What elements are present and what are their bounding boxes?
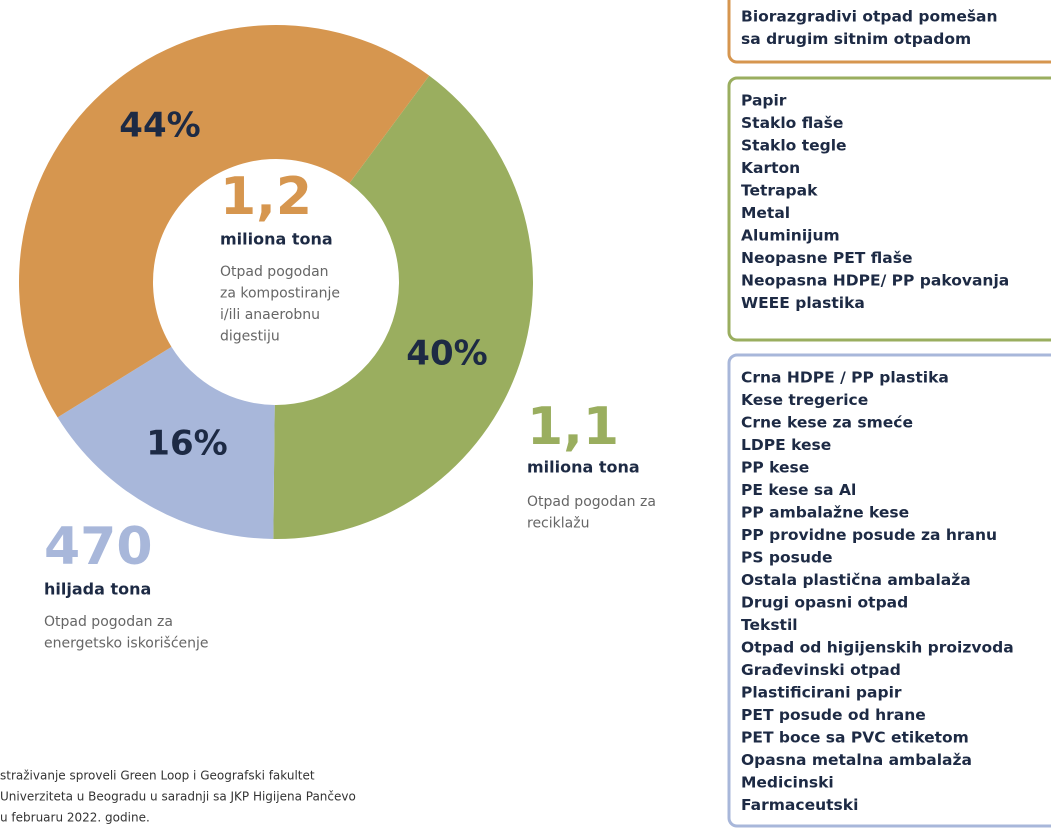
description: i/ili anaerobnu [220, 307, 320, 323]
amount: 1,1 [527, 397, 619, 457]
legend-item: WEEE plastika [741, 294, 865, 312]
legend-item: Tetrapak [741, 182, 818, 200]
description: za kompostiranje [220, 286, 340, 302]
legend-item: PP ambalažne kese [741, 504, 909, 522]
legend-item: PS posude [741, 549, 833, 567]
legend-item: PP kese [741, 459, 809, 477]
description: Otpad pogodan za [527, 494, 656, 510]
legend-item: Građevinski otpad [741, 661, 901, 679]
footnote: Univerziteta u Beogradu u saradnji sa JK… [0, 790, 356, 804]
legend-item: Biorazgradivi otpad pomešan [741, 8, 998, 26]
unit: miliona tona [220, 230, 333, 249]
amount: 1,2 [220, 167, 312, 227]
description: Otpad pogodan [220, 264, 329, 280]
description: Otpad pogodan za [44, 614, 173, 630]
legend-item: Kese tregerice [741, 391, 868, 409]
legend-item: PP providne posude za hranu [741, 526, 997, 544]
legend-item: PET posude od hrane [741, 706, 926, 724]
footnote: u februaru 2022. godine. [0, 811, 150, 825]
donut-segment [57, 346, 275, 539]
value-label: 16% [146, 424, 227, 464]
legend-item: Karton [741, 159, 800, 177]
legend-item: PET boce sa PVC etiketom [741, 729, 969, 747]
legend-item: Staklo flaše [741, 114, 843, 132]
legend-item: Drugi opasni otpad [741, 594, 908, 612]
legend-item: Plastificirani papir [741, 684, 902, 702]
legend-item: Crne kese za smeće [741, 414, 913, 432]
amount: 470 [44, 517, 153, 577]
legend-item: Medicinski [741, 774, 834, 792]
legend-item: Neopasne PET flaše [741, 249, 912, 267]
legend-item: PE kese sa Al [741, 481, 856, 499]
unit: miliona tona [527, 458, 640, 477]
value-label: 44% [119, 106, 200, 146]
footnote: straživanje sproveli Green Loop i Geogra… [0, 769, 315, 783]
legend-item: Tekstil [741, 616, 798, 634]
description: digestiju [220, 329, 280, 345]
legend-item: LDPE kese [741, 436, 831, 454]
legend-item: sa drugim sitnim otpadom [741, 30, 971, 48]
legend-box [727, 0, 1051, 64]
donut-segment [19, 25, 430, 418]
description: energetsko iskorišćenje [44, 636, 209, 652]
legend-item: Aluminijum [741, 227, 840, 245]
legend-item: Papir [741, 92, 787, 110]
legend-item: Staklo tegle [741, 137, 847, 155]
value-label: 40% [406, 334, 487, 374]
legend-item: Opasna metalna ambalaža [741, 751, 972, 769]
unit: hiljada tona [44, 580, 151, 599]
legend-item: Otpad od higijenskih proizvoda [741, 639, 1014, 657]
description: reciklažu [527, 516, 589, 532]
legend-item: Crna HDPE / PP plastika [741, 369, 949, 387]
legend-item: Neopasna HDPE/ PP pakovanja [741, 272, 1009, 290]
legend-item: Farmaceutski [741, 796, 858, 814]
donut-segment [273, 75, 533, 540]
legend-item: Metal [741, 204, 790, 222]
legend-box [727, 76, 1051, 342]
legend-box [727, 353, 1051, 828]
legend-item: Ostala plastična ambalaža [741, 571, 971, 589]
